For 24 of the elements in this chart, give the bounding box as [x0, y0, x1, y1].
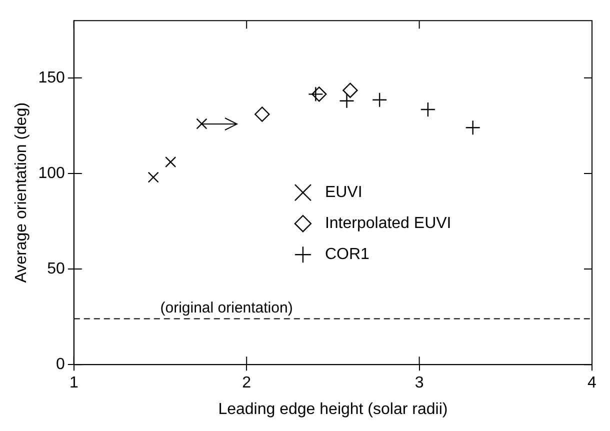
ref-line-label: (original orientation) [160, 299, 293, 316]
y-axis-title: Average orientation (deg) [13, 102, 30, 283]
legend-label: Interpolated EUVI [324, 215, 452, 232]
point [342, 82, 358, 98]
y-tick-label: 100 [38, 164, 65, 182]
point [312, 86, 327, 102]
point [465, 120, 480, 136]
x-tick-label: 1 [69, 374, 78, 392]
legend-label: EUVI [324, 184, 362, 202]
point [148, 172, 159, 183]
point [372, 92, 388, 108]
y-tick-label: 50 [47, 260, 65, 278]
point [196, 118, 208, 130]
point [254, 106, 270, 122]
x-tick-label: 2 [242, 374, 252, 392]
point [165, 156, 176, 168]
legend-label: COR1 [324, 246, 370, 264]
y-tick-label: 0 [56, 356, 65, 374]
point [339, 93, 354, 108]
x-tick-label: 4 [588, 374, 597, 392]
x-axis-title: Leading edge height (solar radii) [218, 400, 448, 418]
point [420, 102, 436, 118]
x-tick-label: 3 [414, 374, 424, 392]
y-tick-label: 150 [38, 69, 65, 86]
